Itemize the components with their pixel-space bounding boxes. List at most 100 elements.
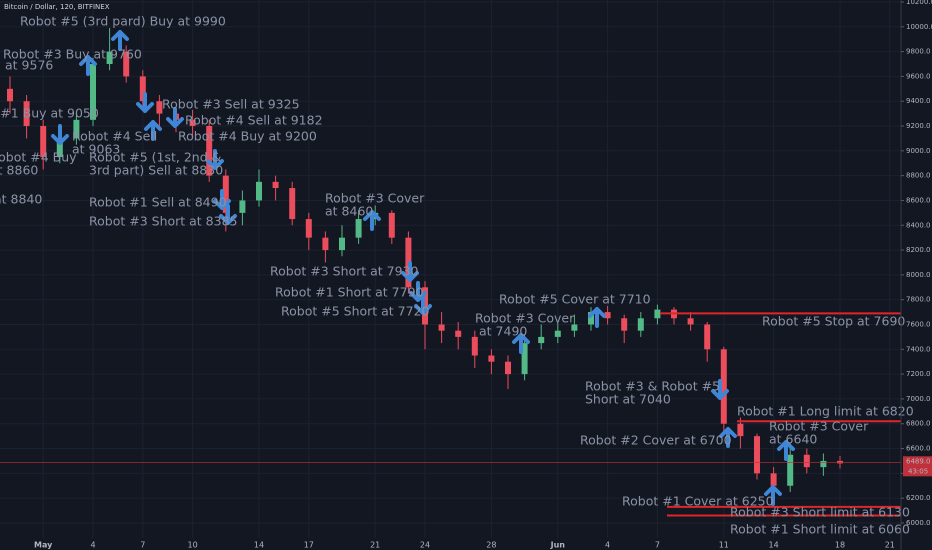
arrow (206, 149, 224, 170)
candle-body (803, 454, 810, 468)
candle-body (505, 361, 511, 375)
candle-body (289, 188, 296, 220)
candle-body (73, 119, 80, 139)
annotation: Robot #1 Sell at 8490 (89, 195, 227, 210)
countdown: 43:05 (908, 467, 928, 475)
annotation: Robot #5 Short at 7720 (281, 304, 430, 319)
x-tick-label: 18 (835, 541, 845, 550)
candle-body (239, 200, 246, 213)
arrow (213, 189, 231, 210)
y-tick-label: 8600.0 (906, 196, 931, 204)
arrow (512, 333, 530, 354)
candle-body (56, 138, 63, 158)
candle-body (654, 309, 661, 319)
candle-body (488, 355, 495, 362)
candle-body (787, 454, 794, 486)
candle-body (770, 473, 777, 486)
candle-body (554, 330, 561, 337)
candle-body (687, 318, 694, 325)
x-tick-label: May (34, 541, 53, 550)
annotation: Robot #4 Sell (72, 129, 157, 144)
chart-title: Bitcoin / Dollar, 120, BITFINEX (4, 3, 110, 11)
candle-body (588, 312, 594, 325)
annotation: at 8860 (0, 163, 38, 178)
annotation: Robot #5 Stop at 7690 (762, 314, 905, 329)
candle-body (305, 219, 312, 238)
y-tick-label: 9600.0 (906, 72, 931, 80)
annotation: Robot #4 Buy (0, 150, 77, 165)
candle-body (106, 51, 113, 65)
last-price-label: 6489.0 (906, 457, 931, 465)
arrow (719, 427, 737, 448)
x-tick-label: 24 (420, 541, 430, 550)
y-tick-label: 7600.0 (906, 320, 931, 328)
annotation: at 8460 (325, 204, 373, 219)
candle-body (23, 101, 30, 127)
candle-body (388, 212, 395, 238)
annotation: Robot #3 Sell at 9325 (162, 97, 300, 112)
x-tick-label: 4 (605, 541, 610, 550)
y-tick-label: 6200.0 (906, 494, 931, 502)
candle-body (189, 119, 196, 127)
annotation: Robot #5 Cover at 7710 (499, 292, 651, 307)
arrow (79, 55, 97, 76)
annotation: at 6640 (769, 432, 817, 447)
arrow (136, 92, 154, 113)
candle-body (737, 423, 744, 437)
arrow (219, 204, 237, 225)
y-tick-label: 6800.0 (906, 420, 931, 428)
y-tick-label: 10000.0 (906, 23, 932, 31)
candle-body (339, 237, 345, 251)
y-tick-label: 8000.0 (906, 271, 931, 279)
annotation: Robot #3 Buy at 9760 (3, 47, 142, 62)
candle-body (621, 318, 628, 331)
y-tick-label: 10200.0 (906, 0, 932, 6)
annotation: Robot #3 Short limit at 6130 (730, 505, 910, 520)
arrow (777, 440, 795, 461)
annotation: 3rd part) Sell at 8830 (89, 163, 223, 178)
arrow (144, 120, 162, 141)
annotation: at 9576 (5, 58, 53, 73)
x-tick-label: 10 (188, 541, 198, 550)
last-price-box (903, 456, 932, 477)
arrow (588, 307, 606, 328)
candle-body (604, 312, 611, 319)
annotation: Robot #3 Cover (769, 419, 869, 434)
x-tick-label: 21 (885, 541, 895, 550)
arrow (764, 485, 782, 506)
annotation: Short at 7040 (585, 392, 671, 407)
candle-body (704, 324, 711, 350)
annotation: Robot #5 (3rd pard) Buy at 9990 (20, 14, 226, 29)
candle-body (206, 126, 213, 176)
candle-body (720, 349, 727, 424)
candle-body (256, 181, 262, 201)
arrow (401, 261, 419, 282)
annotation: Robot #1 Short at 7790 (275, 285, 424, 300)
annotation: Robot #3 Short at 8385 (89, 214, 238, 229)
candle-body (355, 219, 362, 238)
x-tick-label: 28 (486, 541, 496, 550)
y-tick-label: 7200.0 (906, 370, 931, 378)
y-tick-label: 9800.0 (906, 48, 931, 56)
annotation: Robot #4 Buy at 9200 (178, 129, 317, 144)
annotation: Robot #1 Long limit at 6820 (737, 404, 914, 419)
y-tick-label: 7800.0 (906, 296, 931, 304)
candle-body (222, 175, 229, 213)
candle-body (571, 324, 578, 331)
annotation: at 7490 (479, 324, 527, 339)
x-tick-label: 7 (140, 541, 145, 550)
y-tick-label: 8400.0 (906, 221, 931, 229)
arrow (711, 379, 729, 400)
arrow (363, 210, 381, 231)
candle-body (471, 336, 478, 356)
y-tick-label: 6000.0 (906, 519, 931, 527)
candle-body (455, 330, 462, 337)
candle-body (156, 101, 163, 114)
candle-body (438, 324, 445, 331)
candle-body (272, 181, 279, 189)
arrow (414, 294, 432, 315)
annotation: at 8840 (0, 192, 42, 207)
y-tick-label: 6600.0 (906, 445, 931, 453)
arrow (166, 107, 184, 128)
